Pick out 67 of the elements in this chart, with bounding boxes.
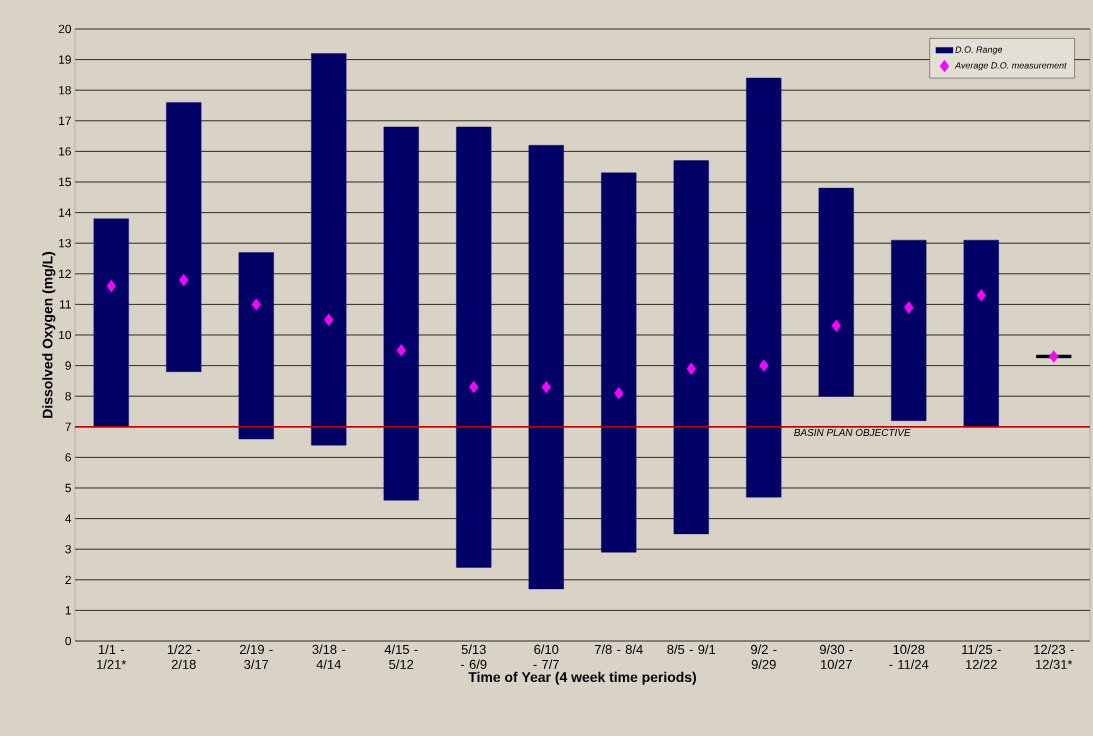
bar — [673, 160, 709, 535]
x-tick-label: 11/25 - 12/22 — [962, 644, 1001, 669]
y-tick-label: 12 — [59, 269, 71, 278]
y-axis-title: Dissolved Oxygen (mg/L) — [42, 251, 56, 418]
x-tick-label: 5/13 - 6/9 — [461, 644, 487, 669]
y-tick-label: 2 — [65, 575, 71, 584]
x-tick-label: 1/1 - 1/21* — [97, 644, 127, 669]
point — [541, 380, 551, 394]
point — [251, 298, 261, 311]
bar — [818, 187, 854, 397]
y-tick-label: 15 — [59, 177, 71, 187]
point — [324, 313, 334, 326]
y-tick-label: 3 — [65, 544, 71, 554]
x-tick-label: 8/5 - 9/1 — [667, 644, 716, 655]
x-tick-label: 3/18 - 4/14 — [312, 644, 346, 669]
y-tick-label: 1 — [65, 606, 71, 615]
y-tick-label: 16 — [59, 147, 71, 156]
point — [904, 301, 914, 314]
y-tick-label: 18 — [59, 85, 71, 95]
y-tick-label: 19 — [59, 55, 71, 64]
y-tick-label: 8 — [65, 391, 71, 401]
y-tick-label: 9 — [65, 361, 71, 370]
legend-label: D.O. Range — [955, 46, 1003, 55]
legend-label: Average D.O. measurement — [954, 62, 1067, 71]
y-tick-label: 13 — [59, 238, 71, 248]
x-tick-label: 10/28 - 11/24 — [889, 644, 929, 669]
bar — [746, 77, 782, 498]
y-tick-label: 5 — [65, 483, 71, 493]
bar — [166, 102, 202, 372]
point — [686, 362, 696, 375]
y-tick-label: 6 — [65, 453, 71, 462]
point — [976, 289, 986, 302]
bar — [528, 145, 564, 590]
x-tick-label: 12/23 - 12/31* — [1034, 644, 1074, 669]
x-tick-label: 9/2 - 9/29 — [751, 644, 777, 669]
y-tick-label: 20 — [58, 24, 72, 34]
y-tick-label: 4 — [65, 514, 72, 523]
point — [614, 386, 624, 400]
bar — [963, 239, 999, 427]
bar — [601, 172, 637, 553]
bar — [238, 252, 274, 440]
x-tick-label: 4/15 - 5/12 — [384, 644, 418, 669]
x-tick-label: 9/30 - 10/27 — [819, 644, 853, 669]
y-tick-label: 0 — [65, 636, 72, 646]
x-tick-label: 7/8 - 8/4 — [594, 644, 643, 655]
point — [106, 279, 116, 293]
point — [179, 273, 189, 287]
y-tick-label: 11 — [59, 300, 71, 309]
bar — [891, 239, 927, 421]
bar — [93, 218, 129, 427]
bar — [383, 126, 419, 501]
y-tick-label: 10 — [59, 330, 72, 340]
bar — [456, 126, 492, 568]
y-tick-label: 14 — [59, 208, 72, 217]
point — [831, 319, 841, 332]
x-axis-title: Time of Year (4 week time periods) — [468, 671, 696, 685]
x-tick-label: 2/19 - 3/17 — [239, 644, 273, 669]
y-tick-label: 17 — [59, 116, 71, 125]
bar — [311, 53, 347, 446]
point — [1049, 350, 1059, 363]
x-tick-label: 6/10 - 7/7 — [533, 644, 559, 669]
y-tick-label: 7 — [65, 422, 71, 431]
x-tick-label: 1/22 - 2/18 — [167, 644, 201, 669]
ref-line-label: BASIN PLAN OBJECTIVE — [794, 429, 911, 437]
point — [396, 344, 406, 357]
point — [469, 380, 479, 394]
point — [759, 359, 769, 372]
